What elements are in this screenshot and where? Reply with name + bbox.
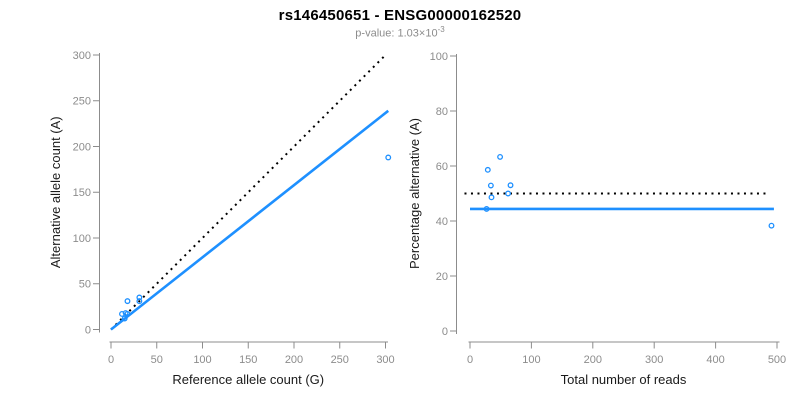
data-point bbox=[136, 294, 143, 301]
y-tick-label: 40 bbox=[436, 216, 448, 228]
percentage-scatter-plot: 0 100 200 300 400 500 0 20 40 60 80 100 Total number… bbox=[407, 51, 786, 387]
data-point bbox=[385, 154, 392, 161]
p-value-text: p-value: 1.03×10 bbox=[355, 27, 438, 40]
counts-scatter-plot: 0 50 100 150 200 250 300 0 50 100 150 200 250 300 Refe… bbox=[48, 50, 395, 387]
figure-subtitle: p-value: 1.03×10-3 bbox=[0, 25, 800, 40]
x-tick-label: 200 bbox=[285, 354, 303, 366]
data-point bbox=[488, 194, 495, 201]
x-axis-title: Reference allele count (G) bbox=[172, 372, 324, 387]
data-point bbox=[768, 222, 775, 229]
y-tick-label: 0 bbox=[442, 326, 448, 338]
x-tick-label: 0 bbox=[108, 354, 114, 366]
data-point bbox=[136, 298, 143, 305]
y-tick-label: 60 bbox=[436, 161, 448, 173]
figure-title: rs146450651 - ENSG00000162520 bbox=[278, 7, 522, 24]
fitted-ratio-line bbox=[110, 109, 390, 331]
y-tick-label: 0 bbox=[85, 324, 91, 336]
y-tick-label: 250 bbox=[73, 96, 91, 108]
y-axis-title: Percentage alternative (A) bbox=[407, 118, 422, 269]
p-value-exponent: -3 bbox=[437, 25, 445, 34]
y-tick-label: 100 bbox=[430, 51, 448, 63]
x-tick-label: 400 bbox=[706, 354, 724, 366]
x-tick-label: 300 bbox=[376, 354, 394, 366]
x-tick-label: 500 bbox=[768, 354, 786, 366]
x-tick-label: 150 bbox=[239, 354, 257, 366]
x-tick-label: 0 bbox=[467, 354, 473, 366]
y-tick-label: 80 bbox=[436, 106, 448, 118]
x-tick-label: 300 bbox=[645, 354, 663, 366]
figure-header: rs146450651 - ENSG00000162520 p-value: 1… bbox=[0, 0, 800, 40]
x-tick-label: 250 bbox=[331, 354, 349, 366]
data-point bbox=[487, 182, 494, 189]
y-tick-label: 300 bbox=[73, 50, 91, 62]
data-point bbox=[507, 182, 514, 189]
data-point bbox=[124, 298, 131, 305]
y-tick-label: 200 bbox=[73, 141, 91, 153]
data-point bbox=[483, 205, 490, 212]
data-point bbox=[505, 190, 512, 197]
y-tick-label: 100 bbox=[73, 233, 91, 245]
data-point bbox=[121, 315, 128, 322]
x-tick-label: 50 bbox=[151, 354, 163, 366]
data-point bbox=[124, 310, 131, 317]
y-axis-title: Alternative allele count (A) bbox=[48, 116, 63, 268]
x-tick-label: 100 bbox=[522, 354, 540, 366]
data-point bbox=[119, 310, 125, 317]
expected-identity-line bbox=[110, 53, 388, 331]
y-tick-label: 20 bbox=[436, 271, 448, 283]
y-tick-label: 50 bbox=[79, 279, 91, 291]
data-point bbox=[484, 166, 491, 173]
x-axis-title: Total number of reads bbox=[561, 372, 687, 387]
y-tick-label: 150 bbox=[73, 187, 91, 199]
x-tick-label: 100 bbox=[193, 354, 211, 366]
data-point bbox=[497, 153, 504, 160]
x-tick-label: 200 bbox=[584, 354, 602, 366]
